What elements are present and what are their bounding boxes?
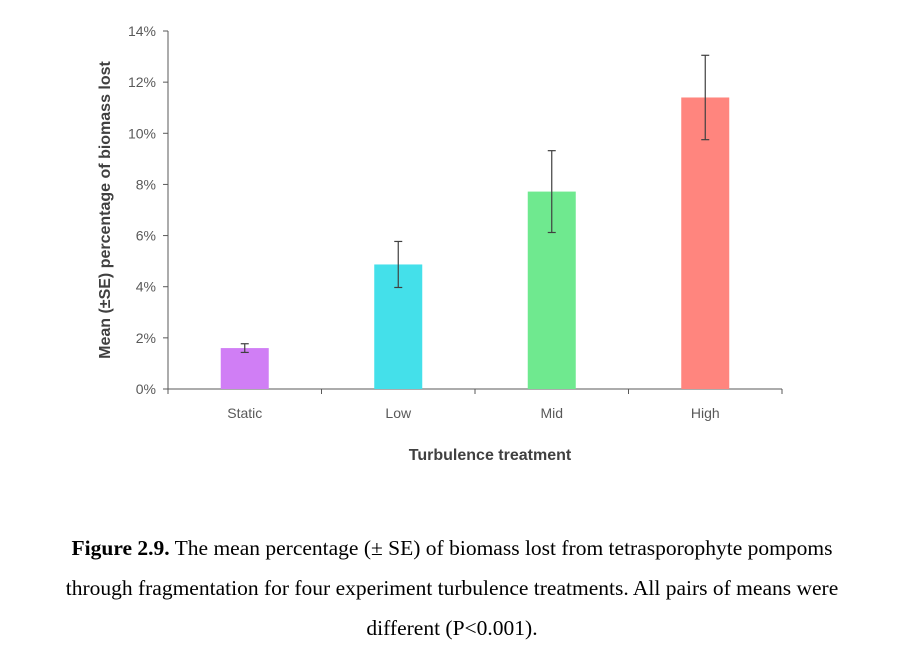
y-axis-title: Mean (±SE) percentage of biomass lost xyxy=(97,60,114,358)
y-tick-label: 2% xyxy=(136,330,156,346)
y-tick-label: 8% xyxy=(136,176,156,192)
caption-line-3: different (P<0.001). xyxy=(366,616,538,640)
bar-chart: 0% 2% 4% 6% 8% 10% 12% 14% Static Low Mid High Tur… xyxy=(97,23,783,464)
x-tick-labels: Static Low Mid High xyxy=(227,405,719,421)
x-tick-label: Low xyxy=(385,405,412,421)
x-tick-label: High xyxy=(691,405,720,421)
x-axis-title: Turbulence treatment xyxy=(409,447,572,464)
error-bar-low xyxy=(394,240,403,289)
y-tick-label: 12% xyxy=(128,74,156,90)
y-tick-label: 0% xyxy=(136,381,156,397)
figure-caption: Figure 2.9. The mean percentage (± SE) o… xyxy=(0,528,904,648)
bar-static xyxy=(220,348,269,389)
caption-line-1: The mean percentage (± SE) of biomass lo… xyxy=(169,536,833,560)
caption-line-2: through fragmentation for four experimen… xyxy=(65,576,839,600)
y-axis-ticks: 0% 2% 4% 6% 8% 10% 12% 14% xyxy=(128,23,783,397)
x-tick-label: Static xyxy=(227,405,262,421)
error-bars-group xyxy=(240,54,710,354)
bar-high xyxy=(681,97,730,389)
bars-group xyxy=(220,97,730,389)
caption-lead: Figure 2.9. xyxy=(71,536,170,560)
y-tick-label: 14% xyxy=(128,23,156,39)
error-bar-mid xyxy=(547,150,556,234)
y-tick-label: 4% xyxy=(136,279,156,295)
y-tick-label: 10% xyxy=(128,125,156,141)
x-tick-label: Mid xyxy=(540,405,563,421)
y-tick-label: 6% xyxy=(136,228,156,244)
error-bar-high xyxy=(701,54,710,141)
error-bar-static xyxy=(240,343,249,354)
